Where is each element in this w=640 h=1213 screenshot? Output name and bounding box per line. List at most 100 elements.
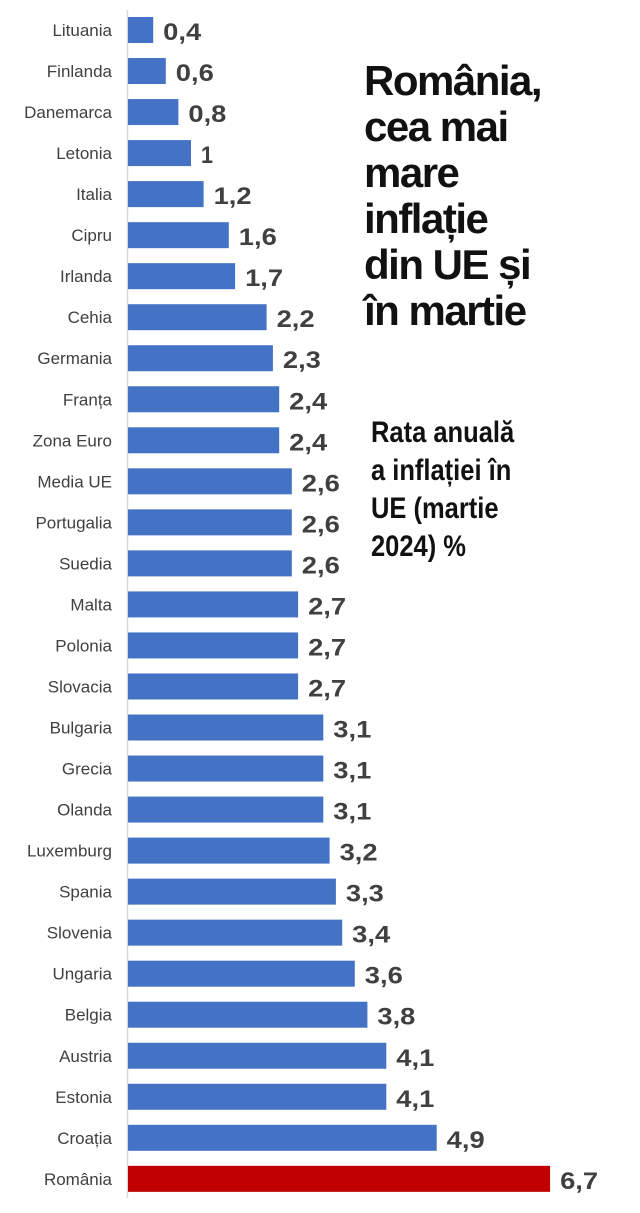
category-label: Slovenia — [47, 924, 113, 943]
value-label: 2,3 — [283, 347, 321, 374]
value-label: 0,8 — [188, 101, 226, 128]
category-label: Danemarca — [24, 103, 112, 122]
value-label: 2,6 — [302, 511, 340, 538]
value-label: 3,3 — [346, 881, 384, 908]
category-label: Slovacia — [48, 677, 113, 696]
value-label: 3,6 — [365, 963, 403, 990]
bar — [128, 386, 280, 413]
bar — [128, 1124, 437, 1151]
category-label: Letonia — [56, 144, 112, 163]
category-label: Croația — [57, 1129, 112, 1148]
value-label: 0,6 — [176, 60, 214, 87]
bar — [128, 1042, 387, 1069]
title-line: România, — [364, 57, 543, 104]
category-label: Finlanda — [47, 62, 113, 81]
bar — [128, 714, 324, 741]
value-label: 6,7 — [560, 1168, 598, 1195]
value-label: 1,7 — [245, 265, 283, 292]
category-label: Cipru — [71, 226, 112, 245]
value-label: 2,6 — [302, 552, 340, 579]
category-label: Zona Euro — [33, 431, 112, 450]
category-label: Austria — [59, 1047, 112, 1066]
bar — [128, 468, 292, 495]
subtitle-line: UE (martie — [371, 492, 499, 525]
bar — [128, 99, 179, 126]
value-label: 3,4 — [352, 922, 391, 949]
bar — [128, 673, 299, 700]
subtitle-line: Rata anuală — [371, 416, 515, 449]
bar — [128, 919, 343, 946]
value-label: 1,2 — [214, 183, 252, 210]
chart-title: România, cea mai mare inflație din UE și în m… — [364, 58, 624, 334]
category-label: Cehia — [68, 308, 113, 327]
subtitle-line: 2024) % — [371, 530, 466, 563]
bar — [128, 17, 154, 43]
category-label: Germania — [37, 349, 112, 368]
bar — [128, 1083, 387, 1110]
category-label: Spania — [59, 883, 112, 902]
title-line: în martie — [364, 287, 527, 334]
bar — [128, 222, 229, 249]
category-label: România — [44, 1170, 113, 1189]
chart-subtitle: Rata anuală a inflației în UE (martie 2024)… — [371, 414, 567, 566]
bar — [128, 796, 324, 823]
category-label: Belgia — [65, 1006, 113, 1025]
category-label: Portugalia — [35, 513, 112, 532]
value-label: 1,6 — [239, 224, 277, 251]
bar — [128, 632, 299, 659]
category-label: Media UE — [37, 472, 112, 491]
value-label: 4,1 — [396, 1086, 434, 1113]
bar — [128, 550, 292, 577]
bar — [128, 837, 330, 864]
category-label: Suedia — [59, 554, 112, 573]
value-label: 4,9 — [447, 1127, 485, 1154]
category-label: Luxemburg — [27, 842, 112, 861]
title-line: cea mai — [364, 103, 509, 150]
bar — [128, 960, 355, 987]
bar — [128, 263, 236, 290]
value-label: 3,1 — [333, 799, 371, 826]
bar — [128, 427, 280, 454]
bar — [128, 304, 267, 331]
category-label: Estonia — [55, 1088, 112, 1107]
bar — [128, 878, 336, 905]
category-label: Irlanda — [60, 267, 113, 286]
bar-highlight — [128, 1165, 551, 1192]
bar — [128, 140, 191, 167]
bar — [128, 591, 299, 618]
title-line: mare — [364, 149, 460, 196]
value-label: 2,7 — [308, 634, 346, 661]
category-label: Lituania — [52, 21, 112, 40]
value-label: 3,1 — [333, 758, 371, 785]
bar — [128, 345, 273, 372]
bar — [128, 1001, 368, 1028]
bar — [128, 58, 166, 85]
subtitle-line: a inflației în — [371, 454, 512, 487]
title-line: din UE și — [364, 241, 532, 288]
category-label: Bulgaria — [50, 719, 113, 738]
category-label: Malta — [70, 595, 112, 614]
value-label: 3,2 — [340, 840, 378, 867]
category-label: Italia — [76, 185, 112, 204]
value-label: 2,4 — [289, 429, 328, 456]
value-label: 2,7 — [308, 675, 346, 702]
value-label: 2,2 — [277, 306, 315, 333]
category-label: Olanda — [57, 801, 112, 820]
category-label: Ungaria — [52, 965, 112, 984]
category-label: Polonia — [55, 636, 112, 655]
value-label: 2,4 — [289, 388, 328, 415]
bar — [128, 181, 204, 208]
value-label: 4,1 — [396, 1045, 434, 1072]
value-label: 1 — [201, 142, 213, 169]
bar — [128, 509, 292, 536]
title-line: inflație — [364, 195, 489, 242]
value-label: 3,8 — [377, 1004, 415, 1031]
category-label: Grecia — [62, 760, 113, 779]
bar — [128, 755, 324, 782]
category-label: Franța — [63, 390, 113, 409]
value-label: 2,7 — [308, 593, 346, 620]
value-label: 0,4 — [163, 19, 202, 46]
value-label: 3,1 — [333, 717, 371, 744]
value-label: 2,6 — [302, 470, 340, 497]
